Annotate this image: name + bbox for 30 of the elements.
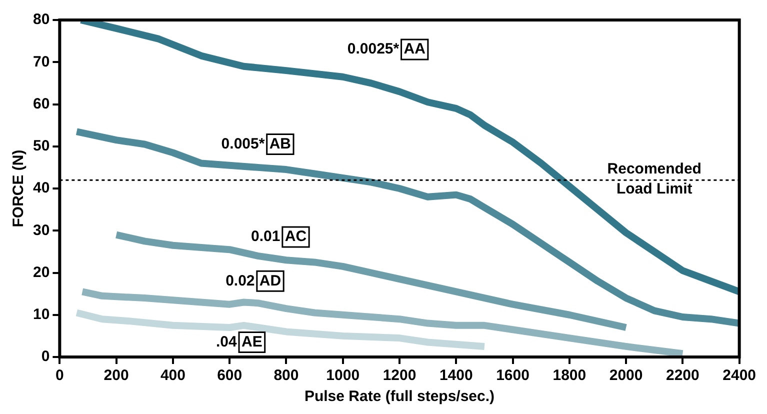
x-tick-label: 1800 xyxy=(552,367,586,384)
y-tick-label: 80 xyxy=(32,11,50,28)
x-axis-title: Pulse Rate (full steps/sec.) xyxy=(304,388,495,406)
x-tick-label: 200 xyxy=(104,367,129,384)
series-label: 0.005* AB xyxy=(221,135,292,152)
x-tick-label: 1600 xyxy=(496,367,530,384)
x-tick-label: 2400 xyxy=(722,367,756,384)
x-tick-label: 2200 xyxy=(666,367,700,384)
y-tick-label: 0 xyxy=(41,348,50,366)
series-label: 0.01 AC xyxy=(251,228,307,246)
y-tick-label: 60 xyxy=(32,95,50,112)
y-tick-label: 20 xyxy=(32,264,50,281)
x-tick-label: 800 xyxy=(274,367,299,384)
x-tick-label: 1000 xyxy=(326,367,360,384)
y-axis-title: FORCE (N) xyxy=(10,150,28,228)
x-tick-label: 1400 xyxy=(439,367,473,384)
y-tick-label: 40 xyxy=(32,180,50,197)
x-tick-label: 0 xyxy=(56,367,64,384)
series-label: .04 AE xyxy=(216,333,262,350)
x-tick-label: 1200 xyxy=(382,367,416,384)
series-label: 0.0025* AA xyxy=(347,40,426,58)
ref-line-label: Recomended Load Limit xyxy=(607,160,702,198)
x-tick-label: 2000 xyxy=(609,367,643,384)
y-tick-label: 10 xyxy=(32,306,50,324)
y-tick-label: 50 xyxy=(32,138,50,155)
series-label: 0.02 AD xyxy=(226,272,282,290)
x-tick-label: 400 xyxy=(160,367,186,384)
y-tick-label: 30 xyxy=(32,222,50,239)
y-tick-label: 70 xyxy=(32,53,50,70)
x-tick-label: 600 xyxy=(217,367,242,384)
